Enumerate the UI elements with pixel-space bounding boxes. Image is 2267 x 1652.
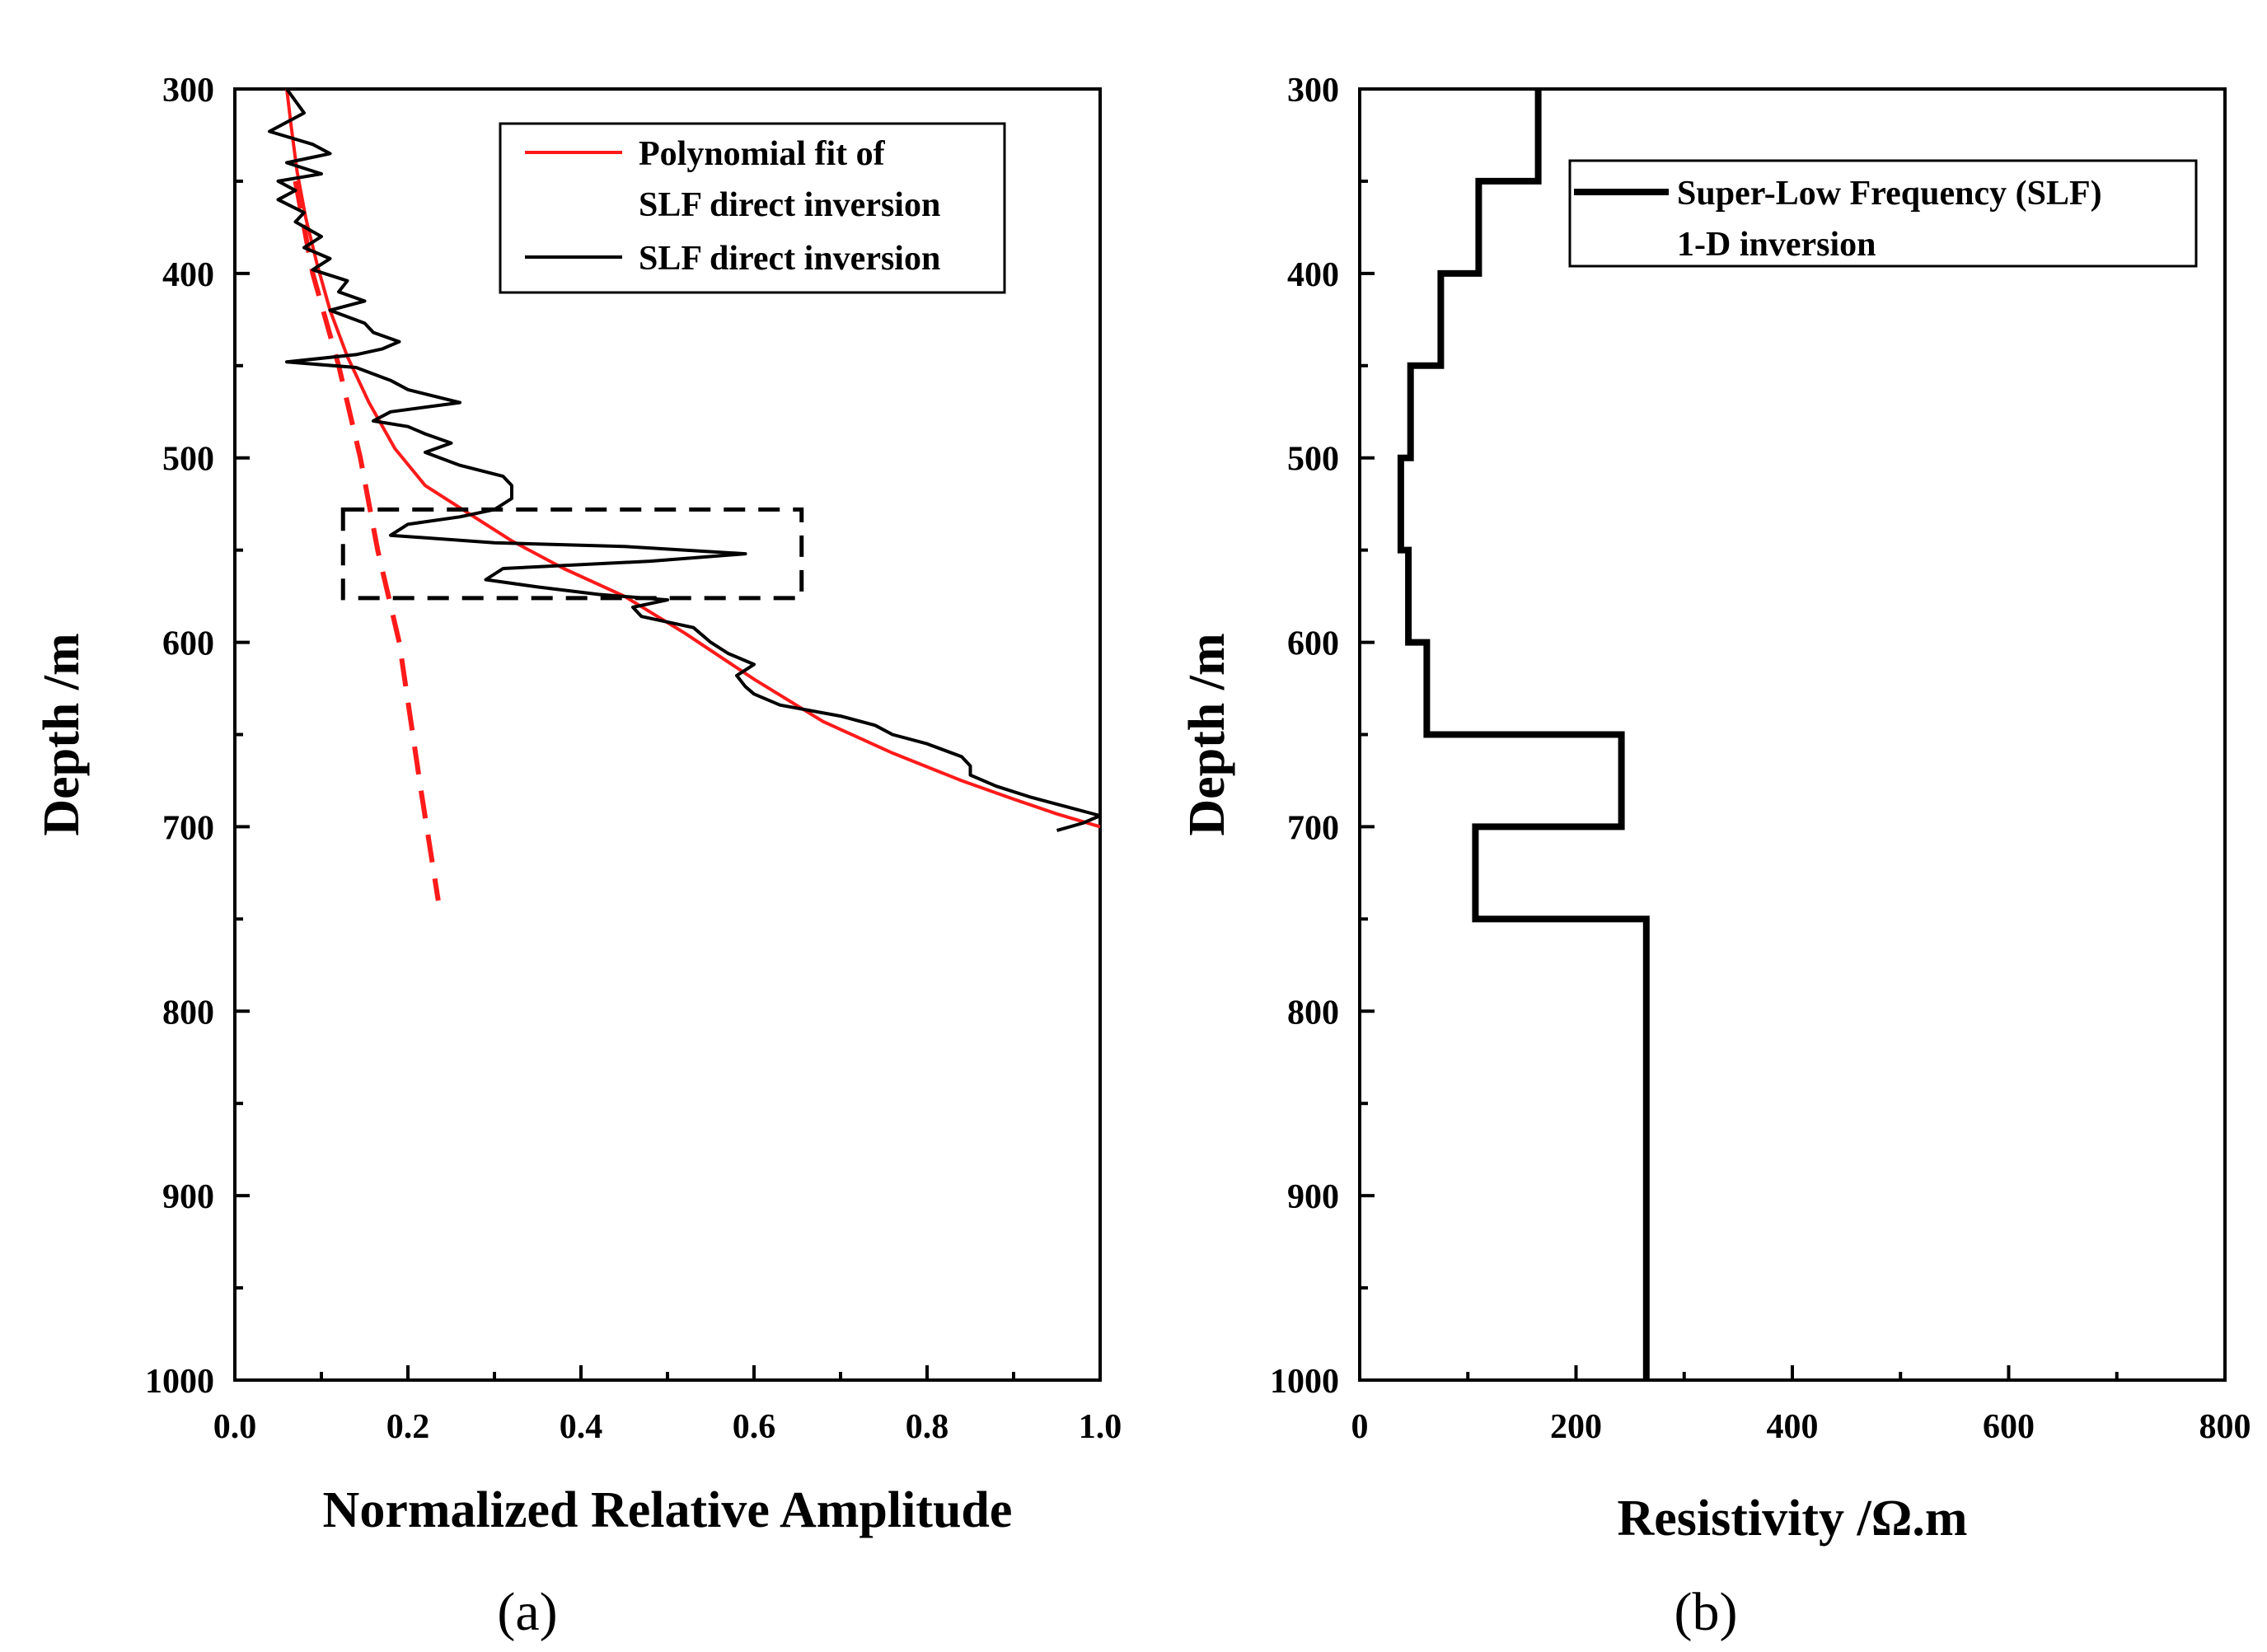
y-tick-label: 800: [162, 994, 214, 1032]
y-tick-label: 600: [1287, 625, 1339, 663]
x-tick-label: 200: [1550, 1408, 1602, 1446]
y-tick-label: 800: [1287, 994, 1339, 1032]
legend-label-slf-line2: 1-D inversion: [1677, 226, 1876, 264]
x-tick-label: 800: [2199, 1408, 2251, 1446]
legend-label-polynomial-fit-line2: SLF direct inversion: [639, 186, 940, 224]
y-tick-label: 300: [1287, 72, 1339, 110]
y-tick-label: 900: [162, 1178, 214, 1216]
x-tick-label: 0.8: [906, 1408, 949, 1446]
panel-b-ticks: 0 200 400 600 800 300 400 500 600 700 800 900 1000: [1270, 72, 2251, 1446]
legend-label-slf-line1: Super-Low Frequency (SLF): [1677, 175, 2102, 213]
slf-direct-inversion-line: [268, 87, 1102, 832]
panel-a: 0.0 0.2 0.4 0.6 0.8 1.0 300 400 500 600 700 800 900 1…: [34, 72, 1122, 1642]
y-tick-label: 900: [1287, 1178, 1339, 1216]
panel-b-series: [1397, 89, 1650, 1380]
x-tick-label: 1.0: [1079, 1408, 1122, 1446]
x-axis-title-b: Resistivity /Ω.m: [1617, 1491, 1967, 1547]
y-tick-label: 400: [162, 256, 214, 294]
x-tick-label: 0.2: [386, 1408, 430, 1446]
x-tick-label: 0.0: [213, 1408, 257, 1446]
x-tick-label: 0: [1351, 1408, 1369, 1446]
panel-b-legend: Super-Low Frequency (SLF) 1-D inversion: [1568, 159, 2198, 268]
x-axis-title-a: Normalized Relative Amplitude: [323, 1482, 1013, 1538]
panel-a-series: [268, 87, 1102, 901]
y-tick-label: 700: [162, 809, 214, 847]
panel-label-b: (b): [1674, 1582, 1738, 1642]
panel-b: 0 200 400 600 800 300 400 500 600 700 800 900 1000 S…: [1179, 72, 2251, 1642]
panel-a-legend: Polynomial fit of SLF direct inversion S…: [499, 122, 1006, 294]
polynomial-fit-extrapolation-line: [293, 180, 441, 901]
y-tick-label: 1000: [1270, 1363, 1339, 1401]
y-tick-label: 1000: [145, 1363, 214, 1401]
y-tick-label: 500: [162, 441, 214, 479]
x-tick-label: 0.6: [733, 1408, 776, 1446]
y-axis-title-b: Depth /m: [1179, 633, 1235, 835]
x-tick-label: 600: [1983, 1408, 2035, 1446]
panel-label-a: (a): [497, 1582, 557, 1642]
x-tick-label: 0.4: [560, 1408, 603, 1446]
y-tick-label: 300: [162, 72, 214, 110]
y-tick-label: 600: [162, 625, 214, 663]
x-tick-label: 400: [1767, 1408, 1819, 1446]
panel-a-ticks: 0.0 0.2 0.4 0.6 0.8 1.0 300 400 500 600 700 800 900 1…: [145, 72, 1122, 1446]
y-tick-label: 500: [1287, 441, 1339, 479]
slf-1d-inversion-step-line: [1397, 89, 1650, 1380]
legend-label-slf-direct-inversion: SLF direct inversion: [639, 240, 940, 278]
y-tick-label: 700: [1287, 809, 1339, 847]
y-axis-title-a: Depth /m: [34, 633, 90, 835]
legend-label-polynomial-fit-line1: Polynomial fit of: [639, 135, 886, 173]
y-tick-label: 400: [1287, 256, 1339, 294]
highlight-dashed-box: [340, 507, 804, 601]
legend-box: [1568, 159, 2198, 268]
